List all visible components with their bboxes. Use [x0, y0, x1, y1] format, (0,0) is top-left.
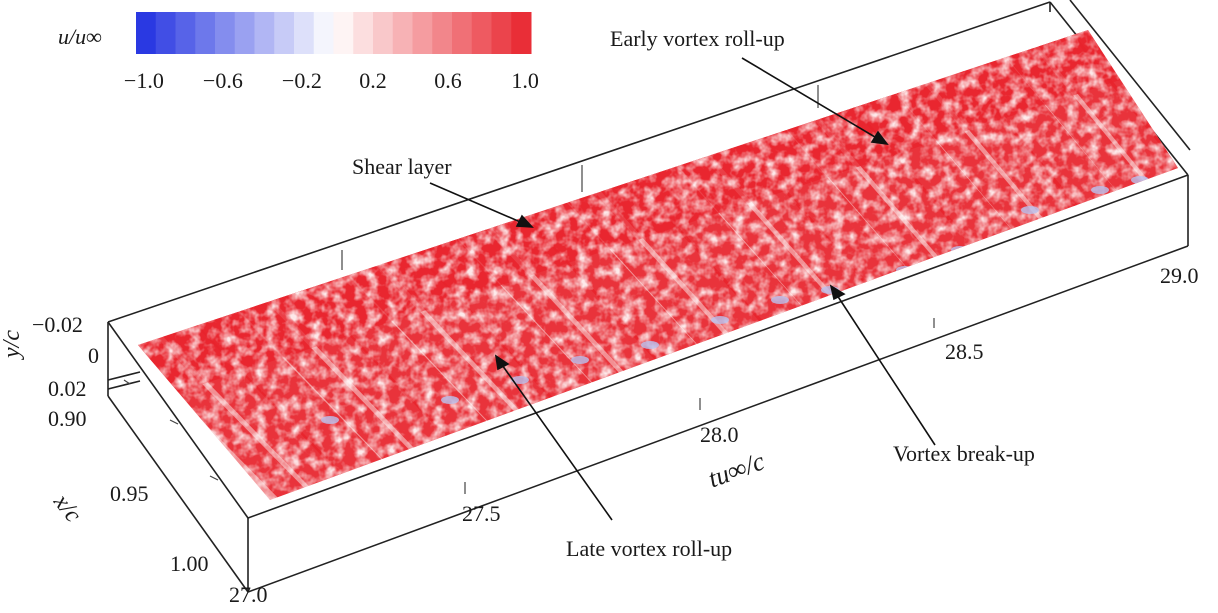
colorbar-step — [392, 12, 413, 54]
y-tick-0: −0.02 — [32, 312, 83, 337]
colorbar-step — [215, 12, 236, 54]
colorbar-tick-0: −1.0 — [123, 68, 164, 93]
breakup-spot — [1021, 206, 1039, 214]
breakup-spot — [771, 296, 789, 304]
colorbar-step — [511, 12, 532, 54]
colorbar-tick-3: 0.2 — [359, 68, 387, 93]
colorbar-step — [195, 12, 216, 54]
breakup-spot — [1091, 186, 1109, 194]
breakup-spot — [511, 376, 529, 384]
colorbar-step — [313, 12, 334, 54]
colorbar-step — [432, 12, 453, 54]
colorbar — [136, 12, 532, 54]
breakup-spot — [321, 416, 339, 424]
y-axis-label: y/c — [0, 330, 25, 358]
annotation-early-rollup: Early vortex roll-up — [610, 26, 785, 51]
colorbar-step — [274, 12, 295, 54]
colorbar-tick-2: −0.2 — [281, 68, 322, 93]
breakup-spot — [896, 266, 914, 274]
t-tick-1: 27.5 — [462, 501, 501, 526]
colorbar-step — [254, 12, 275, 54]
breakup-spot — [1131, 176, 1149, 184]
colorbar-tick-5: 1.0 — [511, 68, 539, 93]
t-tick-3: 28.5 — [945, 339, 984, 364]
colorbar-step — [333, 12, 354, 54]
colorbar-step — [452, 12, 473, 54]
colorbar-step — [234, 12, 255, 54]
breakup-spot — [951, 246, 969, 254]
colorbar-step — [353, 12, 374, 54]
colorbar-step — [412, 12, 433, 54]
colorbar-step — [373, 12, 394, 54]
colorbar-step — [294, 12, 315, 54]
t-tick-2: 28.0 — [700, 422, 739, 447]
colorbar-tick-4: 0.6 — [434, 68, 462, 93]
colorbar-step — [155, 12, 176, 54]
annotation-late-rollup: Late vortex roll-up — [566, 536, 733, 561]
breakup-spot — [641, 341, 659, 349]
colorbar-label: u/u∞ — [58, 24, 102, 49]
colorbar-tick-1: −0.6 — [202, 68, 243, 93]
breakup-spot — [571, 356, 589, 364]
box-front-edges — [107, 174, 1189, 593]
x-tick-2: 1.00 — [170, 551, 209, 576]
colorbar-step — [175, 12, 196, 54]
breakup-spot — [441, 396, 459, 404]
y-tick-1: 0 — [88, 343, 99, 368]
annotation-breakup: Vortex break-up — [893, 441, 1035, 466]
t-tick-4: 29.0 — [1160, 263, 1199, 288]
colorbar-step — [491, 12, 512, 54]
t-tick-0: 27.0 — [229, 582, 268, 607]
annotation-shear-layer: Shear layer — [352, 154, 452, 179]
annotation-arrows — [429, 57, 936, 521]
colorbar-step — [136, 12, 157, 54]
x-tick-1: 0.95 — [110, 481, 149, 506]
colorbar-step — [471, 12, 492, 54]
x-tick-0: 0.90 — [48, 406, 87, 431]
axis-tick-marks — [123, 85, 935, 494]
y-tick-2: 0.02 — [48, 376, 87, 401]
breakup-spot — [711, 316, 729, 324]
